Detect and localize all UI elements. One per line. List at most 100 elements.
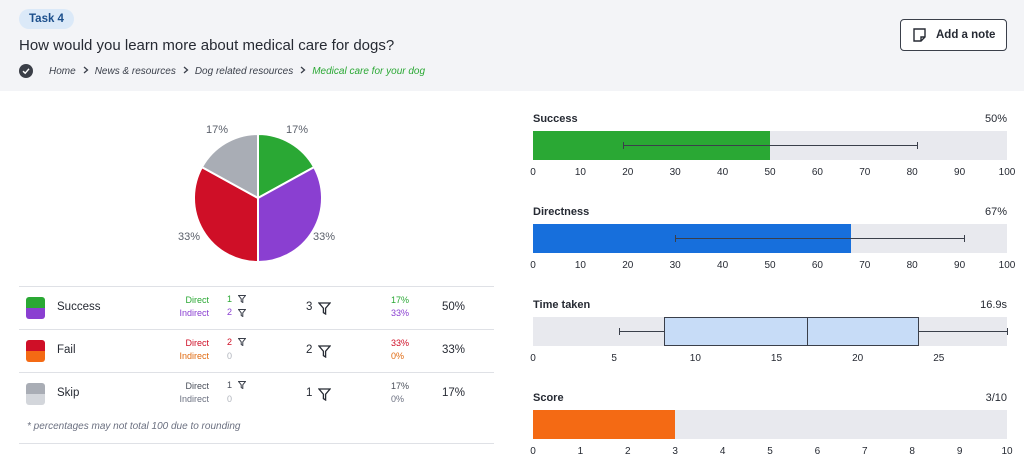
breadcrumb-item: Home [49, 65, 76, 77]
axis-tick-label: 8 [909, 446, 915, 457]
breadcrumb-item: News & resources [94, 65, 176, 77]
confidence-cap [916, 142, 918, 149]
funnel-icon[interactable] [238, 295, 246, 303]
axis-tick-label: 90 [954, 260, 966, 271]
indirect-count: 2 [227, 307, 233, 317]
rounding-footnote: * percentages may not total 100 due to r… [27, 421, 241, 432]
axis-tick-label: 50 [764, 260, 776, 271]
pie-slice-3[interactable] [200, 132, 259, 200]
pie-slice-2[interactable] [193, 165, 259, 264]
chart-title: Score [533, 392, 564, 404]
breadcrumb-item-correct: Medical care for your dog [312, 65, 426, 77]
axis-tick-label: 0 [530, 446, 536, 457]
axis-tick-label: 10 [689, 353, 701, 364]
box-median [807, 317, 809, 346]
axis-tick-label: 7 [862, 446, 868, 457]
bar-track [533, 410, 1007, 439]
pie-slice-0[interactable] [257, 132, 316, 200]
chart-title: Success [533, 113, 578, 125]
direct-percent: 33% [391, 338, 410, 348]
total-count: 2 [306, 344, 313, 356]
add-note-button[interactable]: Add a note [900, 19, 1007, 51]
box-whisker-cap [619, 328, 621, 335]
confidence-cap [964, 235, 966, 242]
row-label: Fail [57, 344, 76, 356]
axis-tick-label: 0 [530, 353, 536, 364]
table-row-success: Success Direct Indirect 1 2 3 17% 33% 50… [19, 286, 494, 329]
funnel-icon[interactable] [318, 388, 331, 401]
funnel-icon[interactable] [238, 338, 246, 346]
fail-direct-swatch [26, 340, 45, 351]
axis-tick-label: 10 [574, 260, 586, 271]
chart-value: 3/10 [985, 392, 1007, 404]
success-indirect-swatch [26, 308, 45, 319]
axis-tick-label: 80 [906, 260, 918, 271]
axis-tick-label: 0 [530, 167, 536, 178]
box-track [533, 317, 1008, 346]
axis-tick-label: 1 [577, 446, 584, 457]
direct-label: Direct [185, 295, 209, 305]
divider [19, 443, 494, 444]
skip-indirect-swatch [26, 394, 45, 405]
axis-tick-label: 4 [719, 446, 726, 457]
chart-value: 50% [984, 113, 1007, 125]
axis-tick-label: 70 [859, 167, 871, 178]
chart-value: 16.9s [980, 299, 1007, 311]
axis-tick-label: 9 [956, 446, 963, 457]
time-taken-chart: Time taken 16.9s 0 5 10 15 20 25 [530, 299, 1008, 365]
fail-indirect-swatch [26, 351, 45, 362]
indirect-label: Indirect [179, 394, 209, 404]
direct-label: Direct [185, 381, 209, 391]
add-note-label: Add a note [936, 29, 996, 41]
axis-tick-label: 25 [933, 353, 945, 364]
box-iqr [664, 317, 920, 346]
chart-title: Time taken [533, 299, 591, 311]
row-label: Success [57, 301, 101, 313]
chart-value: 67% [984, 206, 1007, 218]
pie-slice-1[interactable] [257, 165, 323, 264]
overall-percent: 50% [442, 301, 466, 313]
table-row-fail: Fail Direct Indirect 2 0 2 33% 0% 33% [19, 329, 494, 372]
note-icon [913, 28, 926, 42]
success-direct-swatch [26, 297, 45, 308]
axis-tick-label: 60 [811, 167, 823, 178]
axis-tick-label: 90 [954, 167, 966, 178]
table-row-skip: Skip Direct Indirect 1 0 1 17% 0% 17% [19, 372, 494, 415]
axis-tick-label: 30 [669, 167, 681, 178]
axis-tick-label: 0 [530, 260, 536, 271]
box-whisker-cap [1007, 328, 1008, 335]
success-chart: Success 50% 0 10 20 30 40 50 60 70 80 90 100 [530, 113, 1015, 179]
axis-tick-label: 3 [672, 446, 678, 457]
chart-title: Directness [533, 206, 590, 218]
check-circle-icon [19, 64, 33, 78]
funnel-icon[interactable] [318, 345, 331, 358]
pie-label-success-direct: 17% [286, 124, 309, 136]
funnel-icon[interactable] [238, 381, 246, 389]
pie-label-success-indirect: 33% [313, 231, 336, 243]
chevron-right-icon [183, 66, 189, 77]
direct-label: Direct [185, 338, 209, 348]
total-count: 3 [306, 301, 313, 313]
total-count: 1 [306, 387, 313, 399]
funnel-icon[interactable] [238, 309, 246, 317]
axis-tick-label: 10 [1001, 446, 1013, 457]
axis-tick-label: 5 [611, 353, 617, 364]
funnel-icon[interactable] [318, 302, 331, 315]
outcome-pie-chart: 17% 17% 33% 33% [170, 116, 350, 276]
bar-fill [533, 410, 676, 439]
axis-tick-label: 20 [622, 260, 634, 271]
direct-count: 2 [227, 337, 233, 347]
indirect-count: 0 [227, 351, 233, 361]
breadcrumb: Home News & resources Dog related resour… [19, 63, 425, 79]
axis-tick-label: 20 [622, 167, 634, 178]
axis-tick-label: 5 [767, 446, 773, 457]
confidence-cap [675, 235, 677, 242]
pie-label-fail: 33% [178, 231, 201, 243]
axis-tick-label: 6 [814, 446, 821, 457]
direct-percent: 17% [391, 295, 410, 305]
indirect-label: Indirect [179, 351, 209, 361]
chevron-right-icon [300, 66, 306, 77]
axis-tick-label: 30 [669, 260, 681, 271]
indirect-percent: 0% [391, 394, 405, 404]
task-header: Task 4 How would you learn more about me… [0, 0, 1024, 91]
